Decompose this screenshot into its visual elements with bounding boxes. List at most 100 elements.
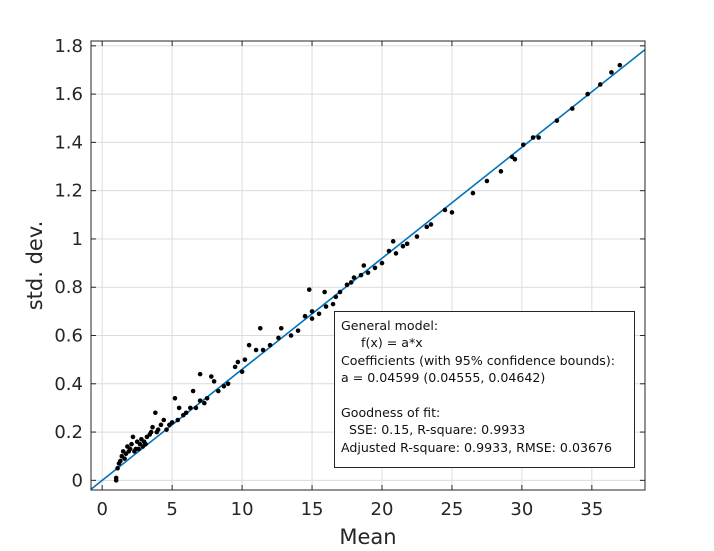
data-point (161, 417, 167, 423)
data-point (129, 441, 134, 447)
fit-model-heading: General model: (341, 318, 439, 333)
data-point (136, 446, 141, 452)
data-point (209, 374, 214, 379)
data-point (609, 70, 614, 75)
data-point (379, 260, 385, 266)
data-point (188, 405, 193, 411)
data-point (390, 239, 396, 244)
data-point (470, 190, 476, 196)
data-point (323, 304, 329, 309)
data-point (330, 301, 336, 307)
data-point (333, 294, 339, 300)
x-tick-label: 15 (301, 499, 324, 520)
fit-sse-rsquare: SSE: 0.15, R-square: 0.9933 (341, 422, 526, 438)
data-point (288, 333, 294, 338)
data-point (400, 243, 406, 249)
data-point (278, 325, 284, 331)
data-point (393, 251, 399, 256)
data-point (153, 410, 158, 416)
data-point (449, 210, 455, 215)
data-point (276, 335, 281, 341)
x-tick-label: 10 (231, 499, 254, 520)
x-tick-label: 25 (440, 499, 463, 520)
data-point (617, 62, 623, 68)
y-tick-label: 1 (72, 229, 83, 250)
data-point (597, 82, 603, 87)
data-point (122, 456, 127, 461)
data-point (344, 282, 350, 288)
y-tick-label: 0 (72, 470, 83, 491)
data-point (130, 434, 136, 440)
data-point (585, 91, 590, 97)
data-point (302, 313, 308, 319)
fit-box-spacer (341, 387, 628, 404)
data-point (221, 383, 227, 389)
data-point (183, 410, 189, 416)
data-point (150, 424, 155, 430)
data-point (113, 475, 119, 481)
data-point (442, 207, 448, 213)
y-tick-label: 0.8 (54, 277, 83, 298)
data-point (239, 369, 245, 375)
data-point (216, 388, 221, 394)
grid-lines (91, 41, 645, 490)
goodness-of-fit-heading: Goodness of fit: (341, 405, 441, 421)
data-point (520, 142, 526, 148)
data-point (246, 342, 252, 348)
data-point (197, 398, 203, 403)
x-tick-label: 35 (580, 499, 603, 520)
y-tick-label: 1.2 (54, 181, 83, 202)
data-point (358, 272, 364, 278)
fit-adj-rsquare-rmse: Adjusted R-square: 0.9933, RMSE: 0.03676 (341, 439, 613, 455)
x-tick-label: 20 (371, 499, 394, 520)
fit-coefficient-a: a = 0.04599 (0.04555, 0.04642) (341, 370, 546, 386)
y-tick-label: 0.2 (54, 422, 83, 443)
data-point (484, 178, 490, 184)
data-point (309, 316, 315, 321)
data-point (386, 248, 392, 254)
data-point (193, 405, 199, 411)
y-tick-label: 1.4 (54, 132, 83, 153)
data-point (498, 169, 504, 174)
x-axis-label: Mean (339, 525, 396, 549)
data-point (190, 388, 196, 394)
x-tick-label: 5 (166, 499, 177, 520)
data-point (242, 357, 248, 362)
data-point (428, 222, 434, 227)
data-point (235, 359, 241, 365)
data-point (530, 135, 536, 140)
data-point (322, 289, 327, 295)
data-point (536, 135, 541, 140)
data-point (257, 325, 263, 331)
data-point (148, 429, 154, 435)
data-point (176, 405, 182, 411)
data-point (158, 422, 164, 428)
data-point (225, 381, 231, 387)
data-point (164, 427, 169, 432)
data-point (253, 347, 259, 353)
data-point (316, 311, 322, 317)
data-point (172, 395, 178, 401)
data-point (169, 420, 175, 425)
y-tick-label: 0.6 (54, 326, 83, 347)
data-point (175, 417, 181, 423)
data-point (365, 270, 371, 276)
fit-model-formula: f(x) = a*x (341, 335, 423, 351)
data-point (348, 280, 354, 285)
data-point (512, 156, 518, 162)
data-point (424, 224, 430, 230)
data-point (115, 465, 120, 471)
data-point (267, 342, 273, 348)
data-point (155, 427, 161, 432)
data-points (113, 62, 623, 483)
data-point (118, 458, 123, 464)
data-point (404, 241, 410, 247)
data-point (361, 263, 367, 268)
fit-coefficients-heading: Coefficients (with 95% confidence bounds… (341, 352, 616, 368)
data-point (232, 364, 238, 370)
y-tick-label: 0.4 (54, 374, 83, 395)
data-point (569, 106, 575, 111)
data-point (337, 289, 343, 295)
data-point (372, 265, 378, 271)
